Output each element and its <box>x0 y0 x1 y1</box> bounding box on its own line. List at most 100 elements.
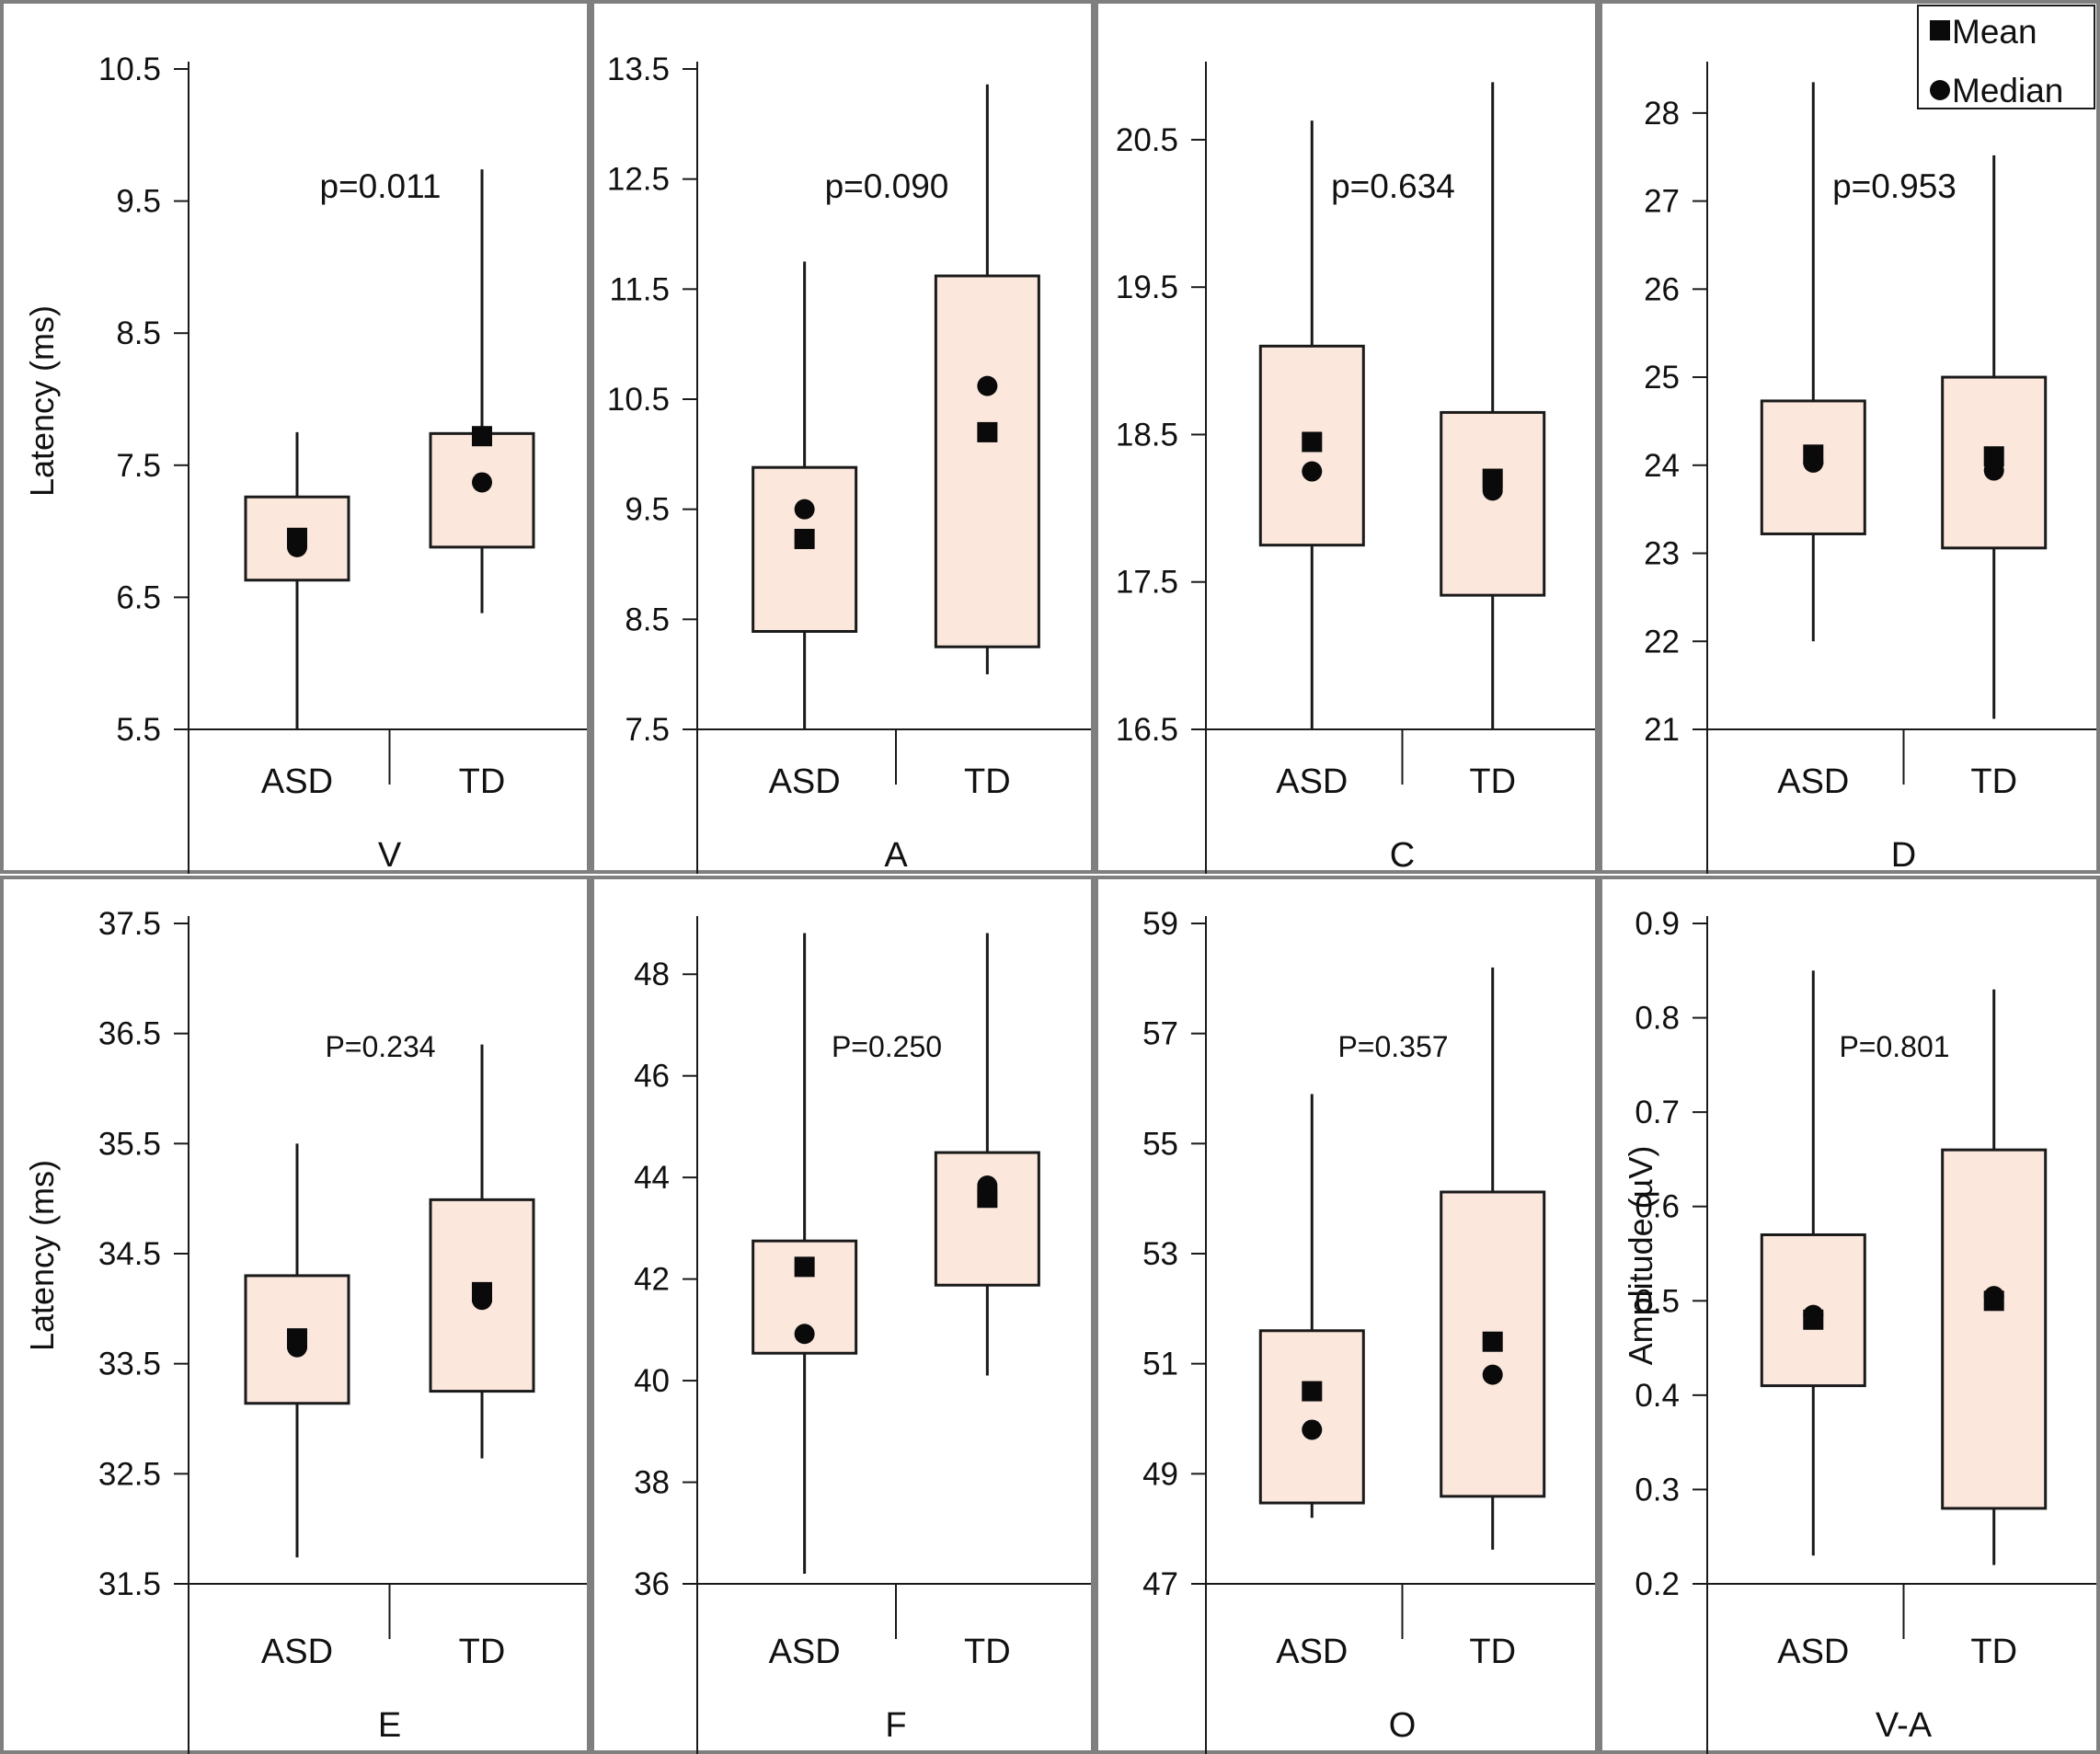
panel-label: O <box>1389 1706 1417 1745</box>
mean-marker <box>794 1256 815 1278</box>
box-td <box>934 933 1040 1376</box>
panel-border <box>1599 0 2100 874</box>
mean-marker <box>1983 446 2004 467</box>
y-tick-label: 19.5 <box>1116 269 1178 305</box>
median-marker <box>1983 1286 2004 1307</box>
mean-marker <box>794 528 815 549</box>
iqr-box <box>934 274 1040 648</box>
box-asd <box>244 1143 350 1558</box>
y-tick-label: 27 <box>1644 184 1680 220</box>
panel-e: 31.5 32.5 33.5 34.5 35.5 36.5 37.5 Latency (ms)… <box>0 876 591 1754</box>
y-tick-label: 10.5 <box>607 382 670 418</box>
y-tick-label: 42 <box>634 1262 670 1298</box>
panel-border <box>591 876 1095 1754</box>
y-tick-label: 36 <box>634 1566 670 1602</box>
box-td <box>1440 82 1546 729</box>
category-label-td: TD <box>1970 1633 2017 1671</box>
y-tick-label: 22 <box>1644 624 1680 659</box>
y-axis-label: Amplitude (µV) <box>1622 1146 1659 1366</box>
panel-label: D <box>1891 836 1916 875</box>
panel-o: 47 49 51 53 55 57 59 ASD TD O P=0.357 <box>1095 876 1599 1754</box>
median-marker <box>472 472 493 493</box>
y-axis-label: Latency (ms) <box>23 305 61 497</box>
y-tick-label: 20.5 <box>1116 122 1178 158</box>
y-tick-label: 9.5 <box>116 184 161 220</box>
y-tick-label: 31.5 <box>98 1566 161 1602</box>
legend-mean-marker <box>1930 20 1950 40</box>
y-tick-label: 48 <box>634 957 670 992</box>
y-tick-label: 13.5 <box>607 52 670 87</box>
y-tick-label: 17.5 <box>1116 565 1178 601</box>
category-label-asd: ASD <box>1276 1633 1348 1671</box>
iqr-box <box>752 465 858 633</box>
panel-a: 7.5 8.5 9.5 10.5 11.5 12.5 13.5 ASD TD Ap=0.090 <box>591 0 1095 875</box>
y-tick-label: 6.5 <box>116 579 161 615</box>
legend-label-median: Median <box>1952 72 2063 109</box>
y-axis-label: Latency (ms) <box>23 1160 61 1351</box>
y-tick-label: 0.3 <box>1635 1472 1680 1508</box>
y-tick-label: 0.8 <box>1635 1001 1680 1037</box>
panel-label: E <box>378 1706 401 1745</box>
y-tick-label: 57 <box>1142 1016 1178 1052</box>
median-marker <box>1302 461 1323 482</box>
panel-border <box>591 0 1095 874</box>
y-tick-label: 0.2 <box>1635 1566 1680 1602</box>
category-label-td: TD <box>1469 762 1516 801</box>
mean-marker <box>1302 1381 1323 1402</box>
y-tick-label: 40 <box>634 1363 670 1399</box>
category-label-asd: ASD <box>261 1633 333 1671</box>
y-tick-label: 5.5 <box>116 712 161 748</box>
category-label-td: TD <box>459 1633 506 1671</box>
category-label-asd: ASD <box>261 762 333 801</box>
box-td <box>429 1044 535 1459</box>
box-asd <box>752 933 858 1574</box>
panel-d: 21 22 23 24 25 26 27 28 ASD TD Dp=0.953 <box>1599 0 2100 875</box>
y-tick-label: 21 <box>1644 712 1680 748</box>
y-tick-label: 49 <box>1142 1456 1178 1492</box>
box-td <box>429 169 535 613</box>
panel-f: 36 38 40 42 44 46 48 ASD TD F P=0.250 <box>591 876 1095 1754</box>
box-asd <box>752 261 858 729</box>
category-label-td: TD <box>964 1633 1011 1671</box>
y-tick-label: 23 <box>1644 536 1680 572</box>
box-td <box>1941 989 2048 1565</box>
median-marker <box>1983 460 2004 481</box>
median-marker <box>977 375 998 396</box>
y-tick-label: 59 <box>1142 906 1178 942</box>
box-asd <box>1760 82 1866 642</box>
median-marker <box>1482 480 1503 501</box>
y-tick-label: 44 <box>634 1160 670 1196</box>
y-tick-label: 55 <box>1142 1126 1178 1162</box>
y-tick-label: 8.5 <box>116 315 161 351</box>
panel-label: F <box>885 1706 906 1745</box>
category-label-asd: ASD <box>769 762 841 801</box>
category-label-asd: ASD <box>1276 762 1348 801</box>
median-marker <box>286 536 307 557</box>
category-label-td: TD <box>1970 762 2017 801</box>
panel-label: V-A <box>1876 1706 1933 1745</box>
category-label-asd: ASD <box>769 1633 841 1671</box>
box-td <box>1941 155 2048 719</box>
legend-label-mean: Mean <box>1952 13 2037 51</box>
y-tick-label: 0.9 <box>1635 906 1680 942</box>
y-tick-label: 0.5 <box>1635 1283 1680 1319</box>
panel-border <box>0 0 591 874</box>
box-asd <box>1258 1094 1365 1519</box>
y-tick-label: 0.6 <box>1635 1189 1680 1225</box>
iqr-box <box>1941 1148 2048 1510</box>
mean-marker <box>1302 431 1323 453</box>
y-tick-label: 26 <box>1644 271 1680 307</box>
panel-label: C <box>1390 836 1415 875</box>
y-tick-label: 16.5 <box>1116 712 1178 748</box>
y-tick-label: 37.5 <box>98 906 161 942</box>
median-marker <box>977 1175 998 1196</box>
mean-marker <box>472 426 493 447</box>
median-marker <box>1302 1419 1323 1440</box>
category-label-td: TD <box>964 762 1011 801</box>
y-tick-label: 9.5 <box>625 492 670 528</box>
p-value-label: P=0.357 <box>1337 1030 1448 1063</box>
p-value-label: P=0.234 <box>325 1030 435 1063</box>
median-marker <box>794 1324 815 1345</box>
y-tick-label: 11.5 <box>609 271 670 307</box>
